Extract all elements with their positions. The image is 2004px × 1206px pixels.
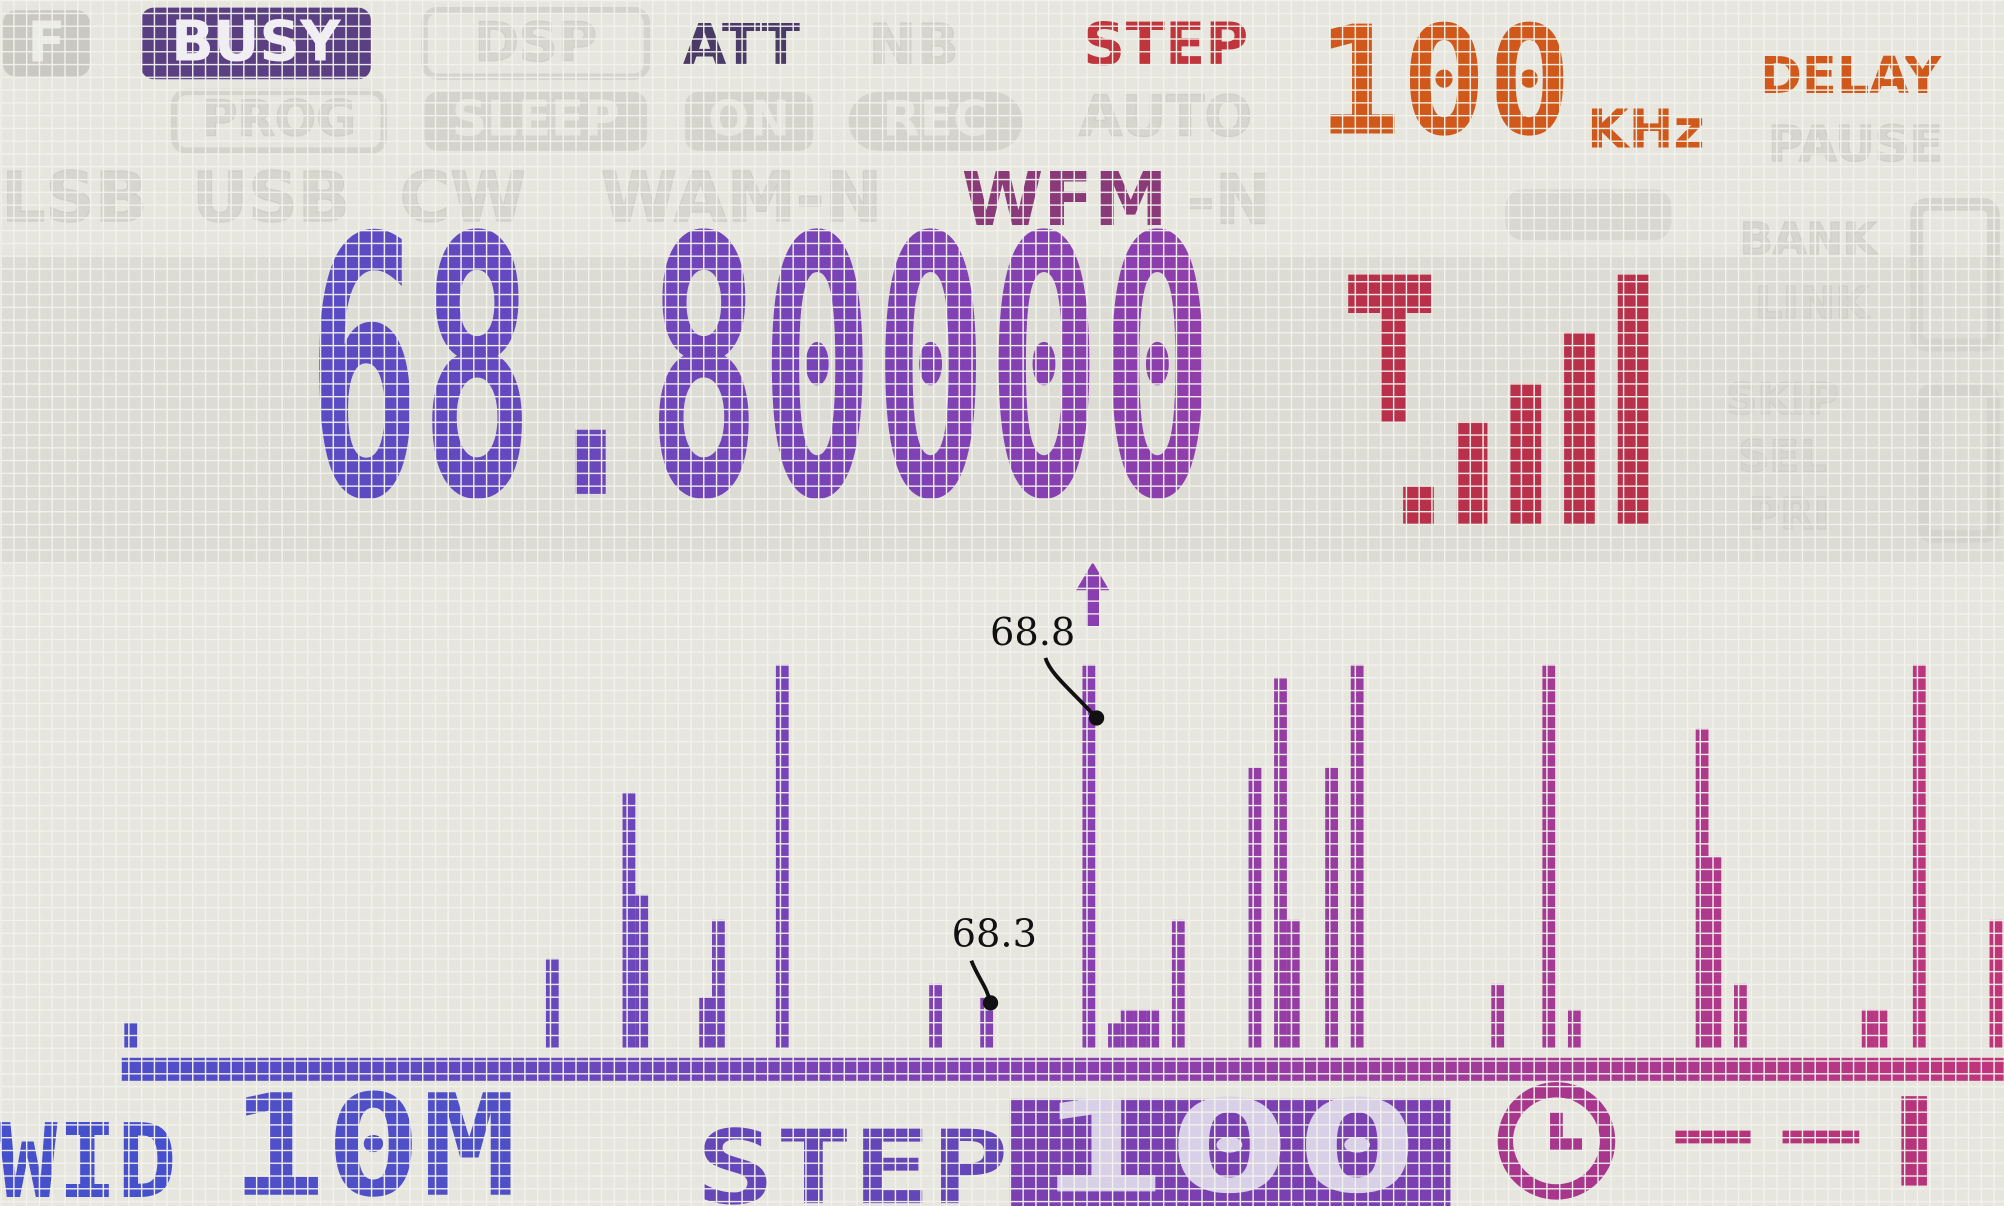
annotation-dot <box>1088 710 1105 726</box>
annotation-marker: 68.3 <box>952 911 1037 956</box>
annotation-dot <box>982 995 999 1011</box>
annotation-center: 68.8 <box>990 610 1075 655</box>
annotation-leader <box>1043 657 1098 720</box>
